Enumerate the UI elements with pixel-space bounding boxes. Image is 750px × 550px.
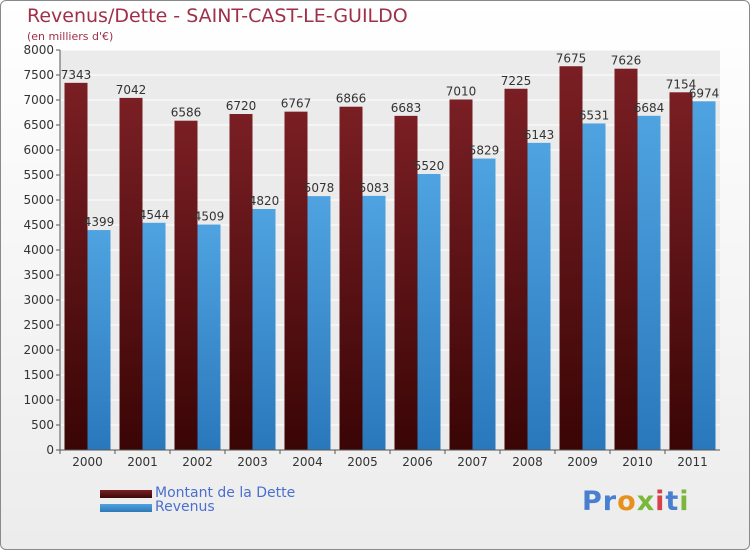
x-tick-label: 2007 bbox=[457, 455, 488, 469]
x-tick-label: 2009 bbox=[567, 455, 598, 469]
proxiti-logo: Proxiti bbox=[582, 486, 690, 517]
y-tick-label: 7500 bbox=[23, 68, 54, 82]
bar-dette bbox=[559, 66, 583, 450]
bar-dette bbox=[504, 88, 528, 450]
y-tick-label: 500 bbox=[31, 418, 54, 432]
y-tick-label: 4500 bbox=[23, 218, 54, 232]
y-tick-label: 2500 bbox=[23, 318, 54, 332]
data-label-dette: 6767 bbox=[281, 97, 312, 111]
data-label-revenus: 6143 bbox=[524, 128, 555, 142]
data-label-dette: 6683 bbox=[391, 101, 422, 115]
data-label-dette: 6586 bbox=[171, 106, 202, 120]
bar-revenus bbox=[307, 196, 331, 450]
data-label-dette: 7225 bbox=[501, 74, 532, 88]
y-tick-label: 5000 bbox=[23, 193, 54, 207]
bar-revenus bbox=[362, 195, 386, 450]
bar-dette bbox=[394, 115, 418, 450]
data-label-revenus: 5078 bbox=[304, 181, 335, 195]
bar-revenus bbox=[142, 222, 166, 450]
y-tick-label: 3000 bbox=[23, 293, 54, 307]
bar-revenus bbox=[637, 115, 661, 451]
data-label-revenus: 5083 bbox=[359, 181, 390, 195]
chart-subtitle: (en milliers d'€) bbox=[27, 30, 114, 43]
bar-dette bbox=[339, 106, 363, 450]
bar-revenus bbox=[87, 230, 111, 450]
y-tick-label: 1000 bbox=[23, 393, 54, 407]
y-tick-label: 0 bbox=[46, 443, 54, 457]
bar-dette bbox=[174, 120, 198, 450]
legend-swatch-revenus bbox=[100, 504, 152, 512]
bar-dette bbox=[284, 111, 308, 451]
x-tick-label: 2005 bbox=[347, 455, 378, 469]
bar-dette bbox=[614, 68, 638, 450]
y-tick-label: 5500 bbox=[23, 168, 54, 182]
y-tick-label: 7000 bbox=[23, 93, 54, 107]
data-label-revenus: 6974 bbox=[689, 86, 720, 100]
data-label-revenus: 4820 bbox=[249, 194, 280, 208]
legend-label-revenus: Revenus bbox=[155, 499, 215, 515]
x-tick-label: 2010 bbox=[622, 455, 653, 469]
data-label-dette: 7343 bbox=[61, 68, 92, 82]
data-label-revenus: 6684 bbox=[634, 101, 665, 115]
bar-dette bbox=[449, 99, 473, 450]
data-label-revenus: 4509 bbox=[194, 210, 225, 224]
bar-revenus bbox=[472, 158, 496, 451]
bar-dette bbox=[669, 92, 693, 451]
chart-title: Revenus/Dette - SAINT-CAST-LE-GUILDO bbox=[27, 5, 408, 27]
data-label-dette: 6866 bbox=[336, 92, 367, 106]
bar-revenus bbox=[582, 123, 606, 450]
data-label-revenus: 5520 bbox=[414, 159, 445, 173]
bar-revenus bbox=[417, 174, 441, 450]
bar-dette bbox=[119, 97, 143, 451]
y-tick-label: 4000 bbox=[23, 243, 54, 257]
data-label-dette: 7010 bbox=[446, 85, 477, 99]
data-label-revenus: 4544 bbox=[139, 208, 170, 222]
bar-revenus bbox=[197, 224, 221, 450]
data-label-dette: 7042 bbox=[116, 83, 147, 97]
x-tick-label: 2001 bbox=[127, 455, 158, 469]
x-tick-label: 2008 bbox=[512, 455, 543, 469]
data-label-revenus: 6531 bbox=[579, 108, 610, 122]
data-label-dette: 7154 bbox=[666, 77, 697, 91]
y-tick-label: 8000 bbox=[23, 43, 54, 57]
x-tick-label: 2003 bbox=[237, 455, 268, 469]
data-label-dette: 7675 bbox=[556, 51, 587, 65]
y-tick-label: 3500 bbox=[23, 268, 54, 282]
bar-dette bbox=[64, 82, 88, 450]
data-label-dette: 7626 bbox=[611, 54, 642, 68]
y-tick-label: 1500 bbox=[23, 368, 54, 382]
legend-label-dette: Montant de la Dette bbox=[155, 485, 296, 501]
bar-revenus bbox=[692, 101, 716, 451]
data-label-dette: 6720 bbox=[226, 99, 257, 113]
x-tick-label: 2011 bbox=[677, 455, 708, 469]
y-tick-label: 6500 bbox=[23, 118, 54, 132]
x-tick-label: 2002 bbox=[182, 455, 213, 469]
bar-dette bbox=[229, 114, 253, 450]
data-label-revenus: 4399 bbox=[84, 215, 115, 229]
x-tick-label: 2004 bbox=[292, 455, 323, 469]
bar-revenus bbox=[527, 142, 551, 450]
y-tick-label: 6000 bbox=[23, 143, 54, 157]
bar-revenus bbox=[252, 209, 276, 450]
legend-swatch-dette bbox=[100, 490, 152, 498]
x-tick-label: 2000 bbox=[72, 455, 103, 469]
data-label-revenus: 5829 bbox=[469, 144, 500, 158]
x-tick-label: 2006 bbox=[402, 455, 433, 469]
y-tick-label: 2000 bbox=[23, 343, 54, 357]
